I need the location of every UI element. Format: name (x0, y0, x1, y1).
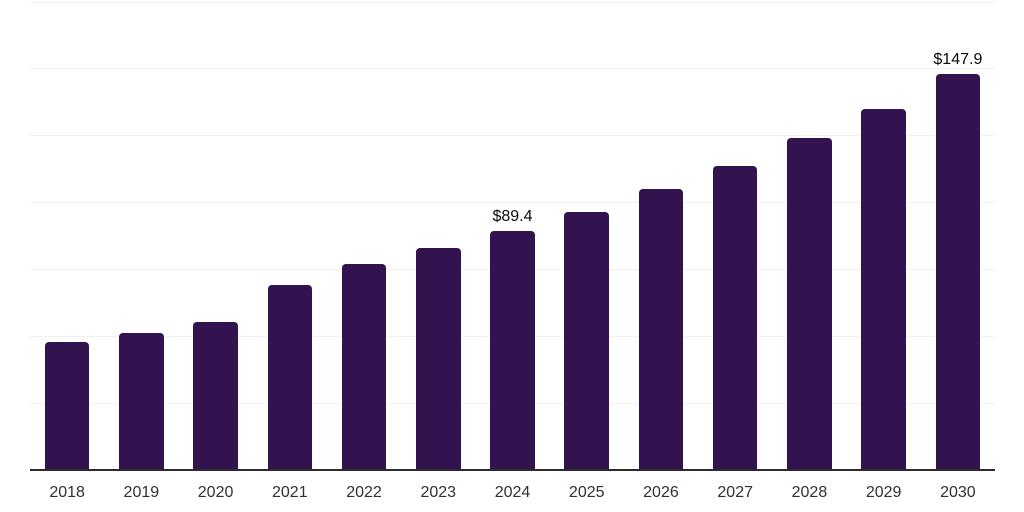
gridline (30, 135, 995, 137)
bar-2020[interactable] (193, 322, 238, 470)
bar-2019[interactable] (119, 332, 164, 470)
gridline (30, 1, 995, 3)
bar-2025[interactable] (564, 211, 609, 470)
gridline (30, 68, 995, 70)
x-tick-2029: 2029 (865, 484, 902, 501)
data-label-2030: $147.9 (933, 51, 983, 69)
x-tick-2018: 2018 (49, 484, 85, 501)
x-tick-2030: 2030 (940, 484, 976, 501)
x-axis-line (30, 469, 995, 471)
bar-2028[interactable] (787, 137, 832, 470)
bar-2023[interactable] (416, 248, 461, 470)
bar-2027[interactable] (712, 165, 758, 470)
data-label-2024: $89.4 (492, 207, 533, 225)
bar-2022[interactable] (341, 263, 387, 470)
bar-2018[interactable] (44, 341, 90, 470)
bar-2024[interactable] (490, 230, 535, 470)
bar-2021[interactable] (267, 284, 313, 470)
x-tick-2027: 2027 (717, 484, 753, 501)
x-tick-2024: 2024 (494, 484, 531, 501)
x-tick-2025: 2025 (568, 484, 605, 501)
x-tick-2022: 2022 (346, 484, 382, 501)
x-tick-2021: 2021 (272, 484, 308, 501)
bar-2026[interactable] (638, 188, 684, 470)
bar-2030[interactable] (935, 74, 981, 470)
bar-2029[interactable] (861, 108, 906, 470)
plot-area: $89.4 $147.9 (30, 1, 995, 470)
x-tick-2023: 2023 (420, 484, 457, 501)
x-tick-2019: 2019 (123, 484, 160, 501)
x-tick-2026: 2026 (643, 484, 679, 501)
gridline (30, 202, 995, 204)
x-tick-2020: 2020 (197, 484, 234, 501)
x-tick-2028: 2028 (791, 484, 828, 501)
